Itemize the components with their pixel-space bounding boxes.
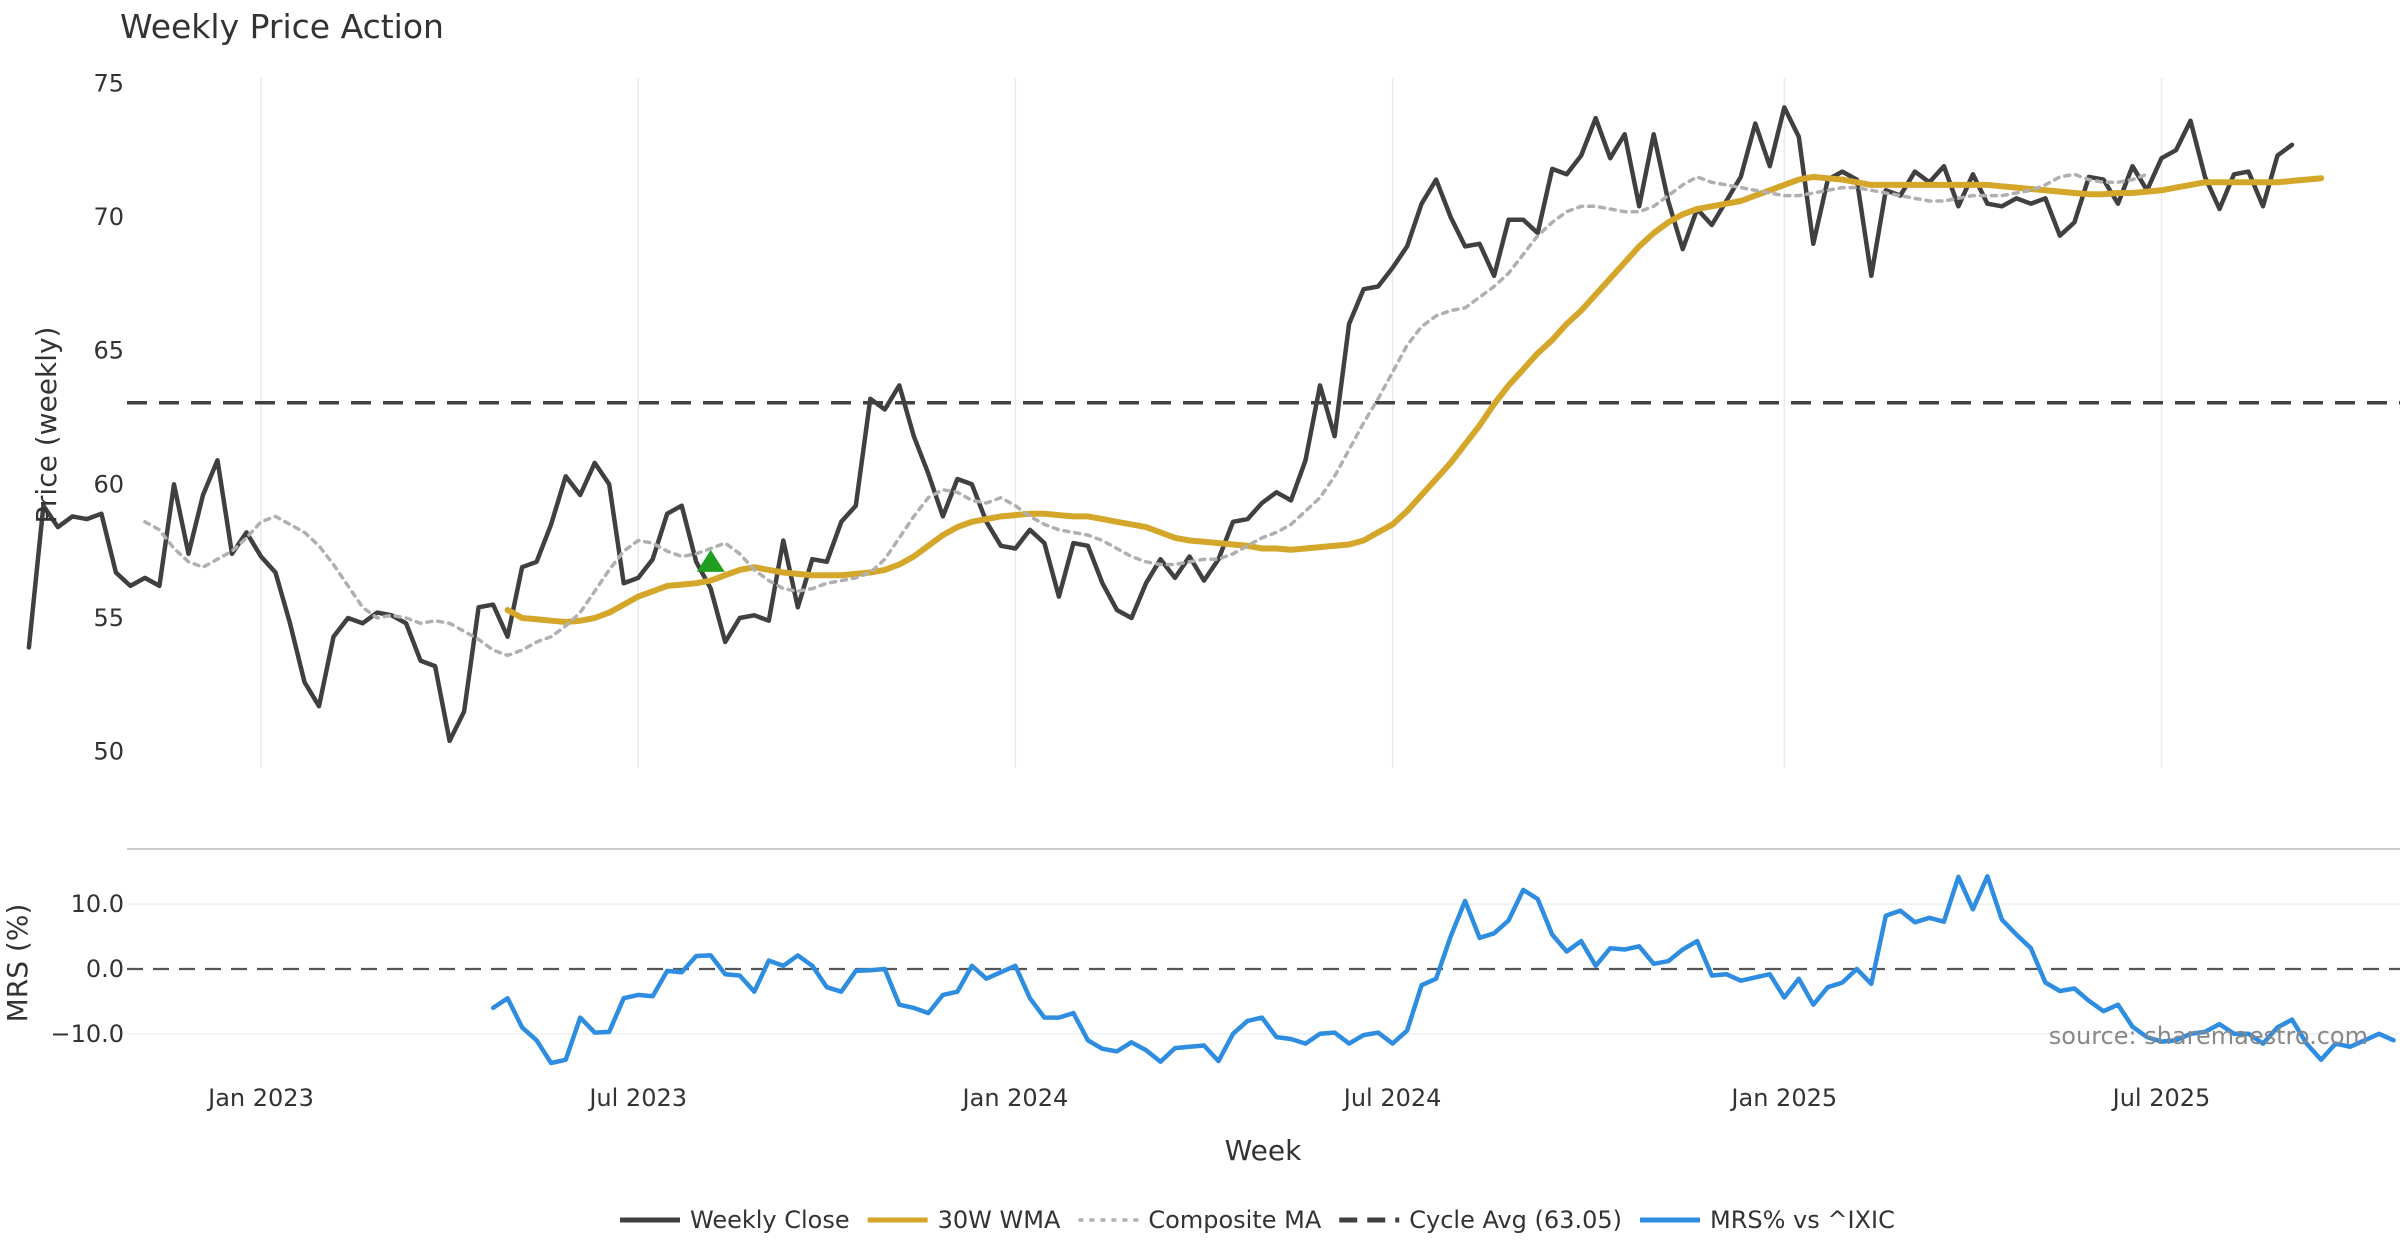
composite-ma-line	[143, 172, 2149, 658]
weekly-close-line	[26, 105, 2295, 744]
legend-label-mrs-vs-ixic: MRS% vs ^IXIC	[1710, 1206, 1895, 1234]
mrs-axis-title: MRS (%)	[1, 904, 34, 1023]
source-note: source: sharemaestro.com	[2049, 1022, 2368, 1050]
price-y-tick-label: 50	[93, 738, 124, 766]
marker-layer	[696, 549, 725, 572]
mrs-y-tick-label: −10.0	[50, 1020, 124, 1048]
grid-layer	[127, 78, 2400, 1035]
price-y-tick-label: 65	[93, 337, 124, 365]
mrs-y-tick-label: 0.0	[86, 955, 124, 983]
x-tick-label: Jan 2023	[206, 1084, 314, 1112]
x-tick-label: Jul 2024	[1342, 1084, 1442, 1112]
price-y-tick-label: 60	[93, 470, 124, 498]
x-tick-label: Jan 2024	[961, 1084, 1069, 1112]
mrs-y-tick-label: 10.0	[71, 890, 124, 918]
30w-wma-line	[504, 173, 2325, 625]
price-y-tick-label: 55	[93, 604, 124, 632]
x-tick-label: Jul 2025	[2111, 1084, 2211, 1112]
legend-label-composite-ma: Composite MA	[1148, 1206, 1321, 1234]
reference-layer	[127, 401, 2400, 971]
x-tick-label: Jan 2025	[1729, 1084, 1837, 1112]
tick-layer: 50 55 60 65 70 75 10.0 0.0 −10.0 Jan 2023 Jul 2023…	[50, 69, 2210, 1112]
price-y-tick-label: 75	[93, 69, 124, 97]
signal-marker-triangle	[696, 549, 725, 572]
price-y-tick-label: 70	[93, 203, 124, 231]
legend-label-cycle-avg-63-05: Cycle Avg (63.05)	[1409, 1206, 1622, 1234]
price-axis-title: Price (weekly)	[30, 327, 63, 524]
x-tick-label: Jul 2023	[587, 1084, 687, 1112]
legend: Weekly Close 30W WMA Composite MA Cycle Avg…	[620, 1206, 1895, 1234]
legend-label-30w-wma: 30W WMA	[938, 1206, 1061, 1234]
legend-label-weekly-close: Weekly Close	[690, 1206, 850, 1234]
series-layer	[26, 105, 2396, 1066]
chart-title: Weekly Price Action	[120, 7, 444, 46]
mrs-vs-ixic-line	[490, 874, 2396, 1066]
x-axis-title: Week	[1225, 1134, 1302, 1167]
